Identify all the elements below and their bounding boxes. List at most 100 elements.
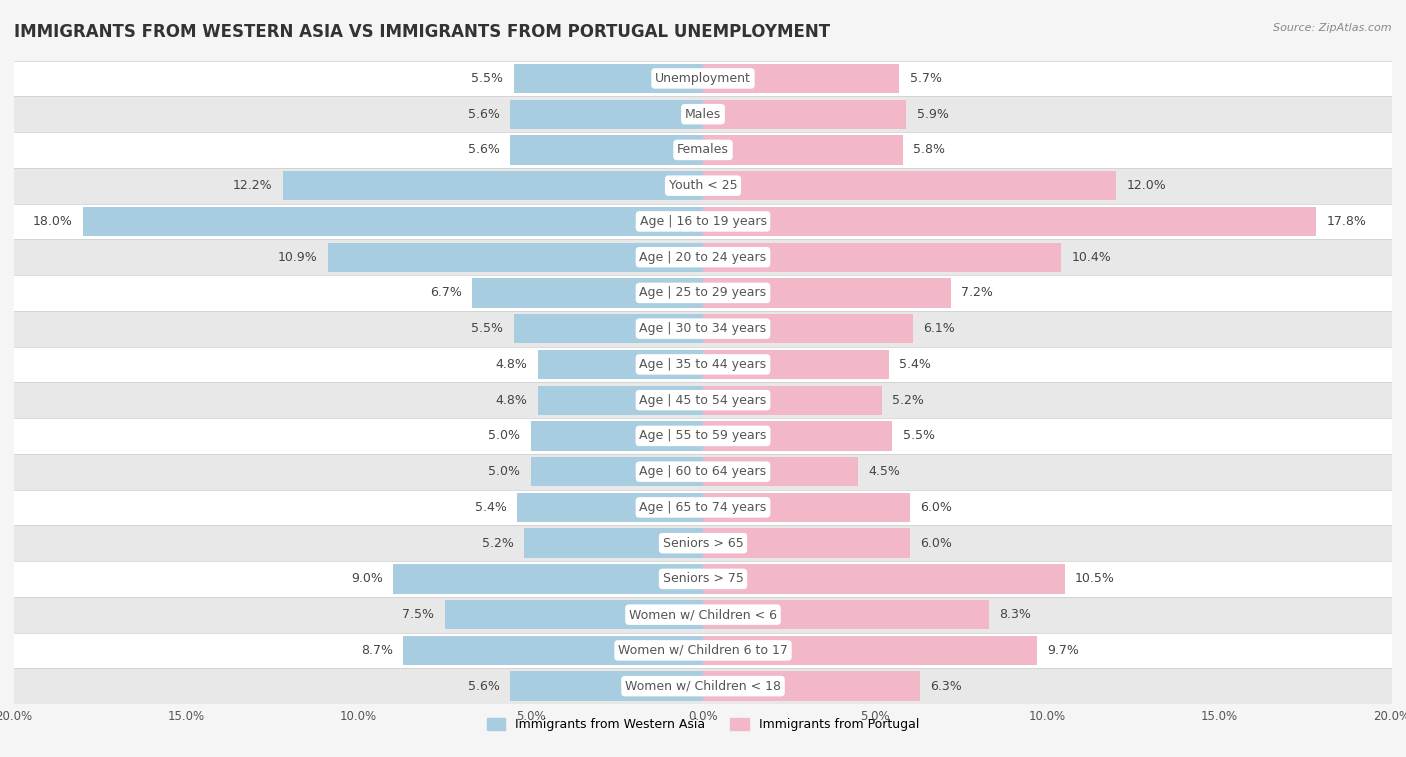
Text: Age | 65 to 74 years: Age | 65 to 74 years bbox=[640, 501, 766, 514]
Bar bbox=[14, 239, 1392, 275]
Text: 5.4%: 5.4% bbox=[475, 501, 506, 514]
Text: 9.7%: 9.7% bbox=[1047, 644, 1080, 657]
Bar bbox=[703, 350, 889, 379]
Text: 5.6%: 5.6% bbox=[468, 680, 499, 693]
Text: 6.3%: 6.3% bbox=[931, 680, 962, 693]
Text: Age | 60 to 64 years: Age | 60 to 64 years bbox=[640, 465, 766, 478]
Bar bbox=[703, 314, 912, 344]
Bar bbox=[14, 96, 1392, 132]
Bar bbox=[14, 61, 1392, 96]
Bar bbox=[703, 636, 1038, 665]
Bar bbox=[14, 168, 1392, 204]
Bar bbox=[537, 350, 703, 379]
Text: 6.7%: 6.7% bbox=[430, 286, 461, 300]
Bar bbox=[404, 636, 703, 665]
Bar bbox=[14, 382, 1392, 418]
Bar bbox=[703, 564, 1064, 593]
Text: 5.8%: 5.8% bbox=[912, 143, 945, 157]
Bar bbox=[517, 493, 703, 522]
Text: 5.9%: 5.9% bbox=[917, 107, 949, 120]
Text: Women w/ Children 6 to 17: Women w/ Children 6 to 17 bbox=[619, 644, 787, 657]
Text: 7.2%: 7.2% bbox=[962, 286, 993, 300]
Text: Youth < 25: Youth < 25 bbox=[669, 179, 737, 192]
Text: 6.0%: 6.0% bbox=[920, 537, 952, 550]
Bar bbox=[14, 633, 1392, 668]
Text: IMMIGRANTS FROM WESTERN ASIA VS IMMIGRANTS FROM PORTUGAL UNEMPLOYMENT: IMMIGRANTS FROM WESTERN ASIA VS IMMIGRAN… bbox=[14, 23, 830, 41]
Bar bbox=[531, 421, 703, 450]
Bar bbox=[328, 242, 703, 272]
Text: 6.1%: 6.1% bbox=[924, 322, 955, 335]
Bar bbox=[703, 242, 1062, 272]
Text: Age | 20 to 24 years: Age | 20 to 24 years bbox=[640, 251, 766, 263]
Text: Age | 16 to 19 years: Age | 16 to 19 years bbox=[640, 215, 766, 228]
Text: Age | 55 to 59 years: Age | 55 to 59 years bbox=[640, 429, 766, 442]
Bar bbox=[14, 668, 1392, 704]
Text: 5.5%: 5.5% bbox=[471, 72, 503, 85]
Text: 12.0%: 12.0% bbox=[1126, 179, 1167, 192]
Bar bbox=[14, 525, 1392, 561]
Text: 5.5%: 5.5% bbox=[471, 322, 503, 335]
Bar bbox=[703, 171, 1116, 201]
Text: 10.9%: 10.9% bbox=[277, 251, 318, 263]
Bar bbox=[703, 99, 907, 129]
Bar bbox=[14, 453, 1392, 490]
Text: 8.3%: 8.3% bbox=[1000, 608, 1031, 621]
Bar bbox=[703, 457, 858, 486]
Bar bbox=[510, 671, 703, 701]
Text: 7.5%: 7.5% bbox=[402, 608, 434, 621]
Text: 5.4%: 5.4% bbox=[900, 358, 931, 371]
Text: Age | 45 to 54 years: Age | 45 to 54 years bbox=[640, 394, 766, 407]
Bar bbox=[703, 421, 893, 450]
Text: 6.0%: 6.0% bbox=[920, 501, 952, 514]
Text: Males: Males bbox=[685, 107, 721, 120]
Text: 5.2%: 5.2% bbox=[482, 537, 513, 550]
Bar bbox=[14, 132, 1392, 168]
Bar bbox=[703, 136, 903, 164]
Text: 10.4%: 10.4% bbox=[1071, 251, 1111, 263]
Text: Age | 30 to 34 years: Age | 30 to 34 years bbox=[640, 322, 766, 335]
Bar bbox=[14, 204, 1392, 239]
Text: 18.0%: 18.0% bbox=[32, 215, 73, 228]
Text: Seniors > 75: Seniors > 75 bbox=[662, 572, 744, 585]
Bar bbox=[703, 671, 920, 701]
Text: Females: Females bbox=[678, 143, 728, 157]
Bar bbox=[14, 418, 1392, 453]
Bar bbox=[531, 457, 703, 486]
Text: 17.8%: 17.8% bbox=[1326, 215, 1367, 228]
Text: 4.8%: 4.8% bbox=[495, 394, 527, 407]
Bar bbox=[703, 600, 988, 629]
Text: 4.5%: 4.5% bbox=[869, 465, 900, 478]
Bar bbox=[510, 99, 703, 129]
Text: 5.2%: 5.2% bbox=[893, 394, 924, 407]
Bar bbox=[513, 314, 703, 344]
Bar bbox=[510, 136, 703, 164]
Bar bbox=[14, 561, 1392, 597]
Bar bbox=[703, 493, 910, 522]
Bar bbox=[83, 207, 703, 236]
Bar bbox=[513, 64, 703, 93]
Text: 5.7%: 5.7% bbox=[910, 72, 942, 85]
Bar bbox=[444, 600, 703, 629]
Bar bbox=[703, 385, 882, 415]
Text: Women w/ Children < 6: Women w/ Children < 6 bbox=[628, 608, 778, 621]
Text: 5.5%: 5.5% bbox=[903, 429, 935, 442]
Text: Age | 25 to 29 years: Age | 25 to 29 years bbox=[640, 286, 766, 300]
Text: 5.0%: 5.0% bbox=[488, 429, 520, 442]
Bar bbox=[524, 528, 703, 558]
Text: Women w/ Children < 18: Women w/ Children < 18 bbox=[626, 680, 780, 693]
Bar bbox=[14, 311, 1392, 347]
Bar bbox=[703, 528, 910, 558]
Bar bbox=[472, 279, 703, 307]
Text: Source: ZipAtlas.com: Source: ZipAtlas.com bbox=[1274, 23, 1392, 33]
Text: 5.6%: 5.6% bbox=[468, 143, 499, 157]
Text: Age | 35 to 44 years: Age | 35 to 44 years bbox=[640, 358, 766, 371]
Text: 5.0%: 5.0% bbox=[488, 465, 520, 478]
Bar bbox=[283, 171, 703, 201]
Bar bbox=[703, 64, 900, 93]
Legend: Immigrants from Western Asia, Immigrants from Portugal: Immigrants from Western Asia, Immigrants… bbox=[481, 713, 925, 737]
Bar bbox=[14, 490, 1392, 525]
Text: 10.5%: 10.5% bbox=[1076, 572, 1115, 585]
Bar bbox=[703, 207, 1316, 236]
Text: Unemployment: Unemployment bbox=[655, 72, 751, 85]
Bar bbox=[14, 347, 1392, 382]
